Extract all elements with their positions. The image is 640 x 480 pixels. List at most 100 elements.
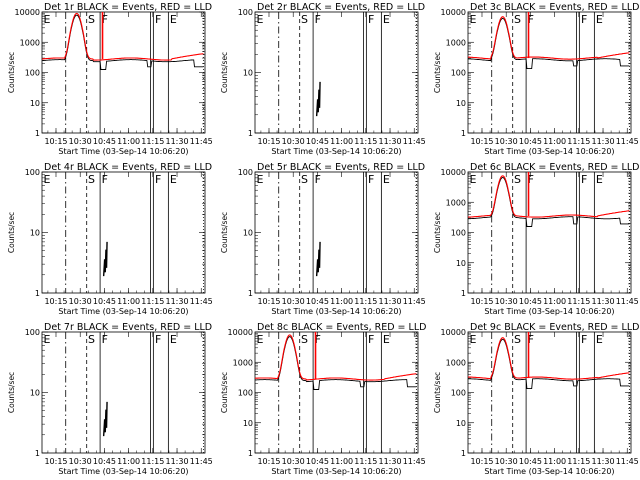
- event-marker-label: F: [528, 333, 534, 346]
- event-marker-label: F: [581, 333, 587, 346]
- y-axis-label: Counts/sec: [433, 212, 442, 253]
- x-tick-label: 11:45: [403, 457, 426, 466]
- panel-title: Det 2r BLACK = Events, RED = LLD: [257, 2, 425, 13]
- panel-7: Det 7r BLACK = Events, RED = LLD 1 10 100 10…: [7, 322, 213, 476]
- x-axis-label: Start Time (03-Sep-14 10:06:20): [484, 467, 614, 476]
- y-tick-label: 1: [248, 449, 253, 458]
- y-tick-label: 10: [30, 389, 40, 398]
- y-tick-label: 1000: [446, 38, 466, 47]
- plot-frame: [467, 171, 632, 294]
- event-marker-label: S: [301, 333, 308, 346]
- event-marker-label: F: [155, 13, 161, 26]
- y-tick-label: 1000: [446, 198, 466, 207]
- event-marker-label: E: [170, 333, 177, 346]
- event-marker-label: F: [155, 173, 161, 186]
- event-marker-label: F: [581, 13, 587, 26]
- x-axis-label: Start Time (03-Sep-14 10:06:20): [271, 307, 401, 316]
- panel-4: Det 4r BLACK = Events, RED = LLD 1 10 100 10…: [7, 162, 213, 316]
- y-tick-label: 100: [238, 8, 253, 17]
- plot-frame: [467, 331, 632, 454]
- y-tick-label: 10: [30, 229, 40, 238]
- x-tick-label: 10:30: [495, 457, 518, 466]
- event-marker-label: F: [528, 13, 534, 26]
- event-marker-label: E: [383, 13, 390, 26]
- panel-title: Det 1r BLACK = Events, RED = LLD: [44, 2, 212, 13]
- event-marker-label: F: [368, 333, 374, 346]
- x-tick-label: 11:45: [616, 457, 639, 466]
- events-series-line: [254, 336, 417, 390]
- y-tick-label: 10: [243, 419, 253, 428]
- x-tick-label: 11:30: [166, 457, 189, 466]
- y-tick-label: 100: [451, 389, 466, 398]
- x-tick-label: 11:30: [592, 457, 615, 466]
- lld-series-line: [254, 334, 417, 381]
- x-tick-label: 10:15: [257, 137, 280, 146]
- panel-6: Det 6c BLACK = Events, RED = LLD 1 10 100 10…: [433, 162, 639, 316]
- event-marker-label: F: [581, 173, 587, 186]
- panel-title: Det 4r BLACK = Events, RED = LLD: [44, 162, 212, 173]
- panel-title: Det 7r BLACK = Events, RED = LLD: [44, 322, 212, 333]
- plot-frame: [41, 171, 206, 294]
- x-tick-label: 10:15: [470, 137, 493, 146]
- x-tick-label: 11:00: [117, 457, 140, 466]
- x-axis-label: Start Time (03-Sep-14 10:06:20): [484, 307, 614, 316]
- y-tick-label: 10: [456, 99, 466, 108]
- x-tick-label: 11:00: [117, 137, 140, 146]
- event-marker-label: E: [256, 333, 263, 346]
- event-marker-label: S: [514, 173, 521, 186]
- lld-series-line: [467, 16, 630, 60]
- panel-title: Det 9c BLACK = Events, RED = LLD: [470, 322, 639, 333]
- event-marker-label: F: [368, 13, 374, 26]
- y-tick-label: 1: [35, 129, 40, 138]
- x-tick-label: 10:15: [470, 297, 493, 306]
- panel-3: Det 3c BLACK = Events, RED = LLD 1 10 100 10…: [433, 2, 639, 156]
- y-axis-label: Counts/sec: [220, 52, 229, 93]
- y-tick-label: 1000: [446, 358, 466, 367]
- x-tick-label: 11:15: [567, 137, 590, 146]
- event-marker-label: S: [88, 173, 95, 186]
- panel-5: Det 5r BLACK = Events, RED = LLD 1 10 100 10…: [220, 162, 426, 316]
- x-tick-label: 11:00: [117, 297, 140, 306]
- events-series-line: [315, 241, 321, 277]
- y-tick-label: 10000: [228, 328, 253, 337]
- x-tick-label: 11:30: [379, 297, 402, 306]
- x-tick-label: 11:45: [190, 297, 213, 306]
- events-series-line: [467, 338, 630, 390]
- y-axis-label: Counts/sec: [220, 372, 229, 413]
- event-marker-label: S: [88, 13, 95, 26]
- events-series-line: [102, 401, 108, 437]
- event-marker-label: F: [368, 173, 374, 186]
- panel-title: Det 5r BLACK = Events, RED = LLD: [257, 162, 425, 173]
- x-tick-label: 10:45: [306, 137, 329, 146]
- y-tick-label: 10: [243, 229, 253, 238]
- event-marker-label: F: [315, 173, 321, 186]
- event-marker-label: E: [43, 13, 50, 26]
- y-tick-label: 10: [243, 69, 253, 78]
- plot-frame: [254, 171, 419, 294]
- x-tick-label: 11:15: [141, 137, 164, 146]
- event-marker-label: E: [43, 333, 50, 346]
- x-tick-label: 10:45: [306, 297, 329, 306]
- x-tick-label: 11:45: [616, 137, 639, 146]
- x-tick-label: 11:00: [543, 457, 566, 466]
- event-marker-label: E: [383, 173, 390, 186]
- y-tick-label: 100: [451, 229, 466, 238]
- event-marker-label: E: [256, 173, 263, 186]
- x-tick-label: 10:15: [44, 457, 67, 466]
- x-tick-label: 10:30: [495, 297, 518, 306]
- x-tick-label: 10:30: [495, 137, 518, 146]
- event-marker-label: E: [170, 13, 177, 26]
- y-axis-label: Counts/sec: [433, 372, 442, 413]
- event-marker-label: E: [596, 173, 603, 186]
- x-tick-label: 11:00: [330, 137, 353, 146]
- panel-title: Det 3c BLACK = Events, RED = LLD: [470, 2, 639, 13]
- y-tick-label: 10000: [441, 168, 466, 177]
- y-tick-label: 10: [30, 99, 40, 108]
- x-tick-label: 10:45: [306, 457, 329, 466]
- panel-2: Det 2r BLACK = Events, RED = LLD 1 10 100 10…: [220, 2, 426, 156]
- x-tick-label: 11:45: [403, 137, 426, 146]
- events-series-line: [41, 14, 204, 70]
- x-tick-label: 10:45: [519, 137, 542, 146]
- y-tick-label: 1: [248, 289, 253, 298]
- x-tick-label: 11:15: [354, 457, 377, 466]
